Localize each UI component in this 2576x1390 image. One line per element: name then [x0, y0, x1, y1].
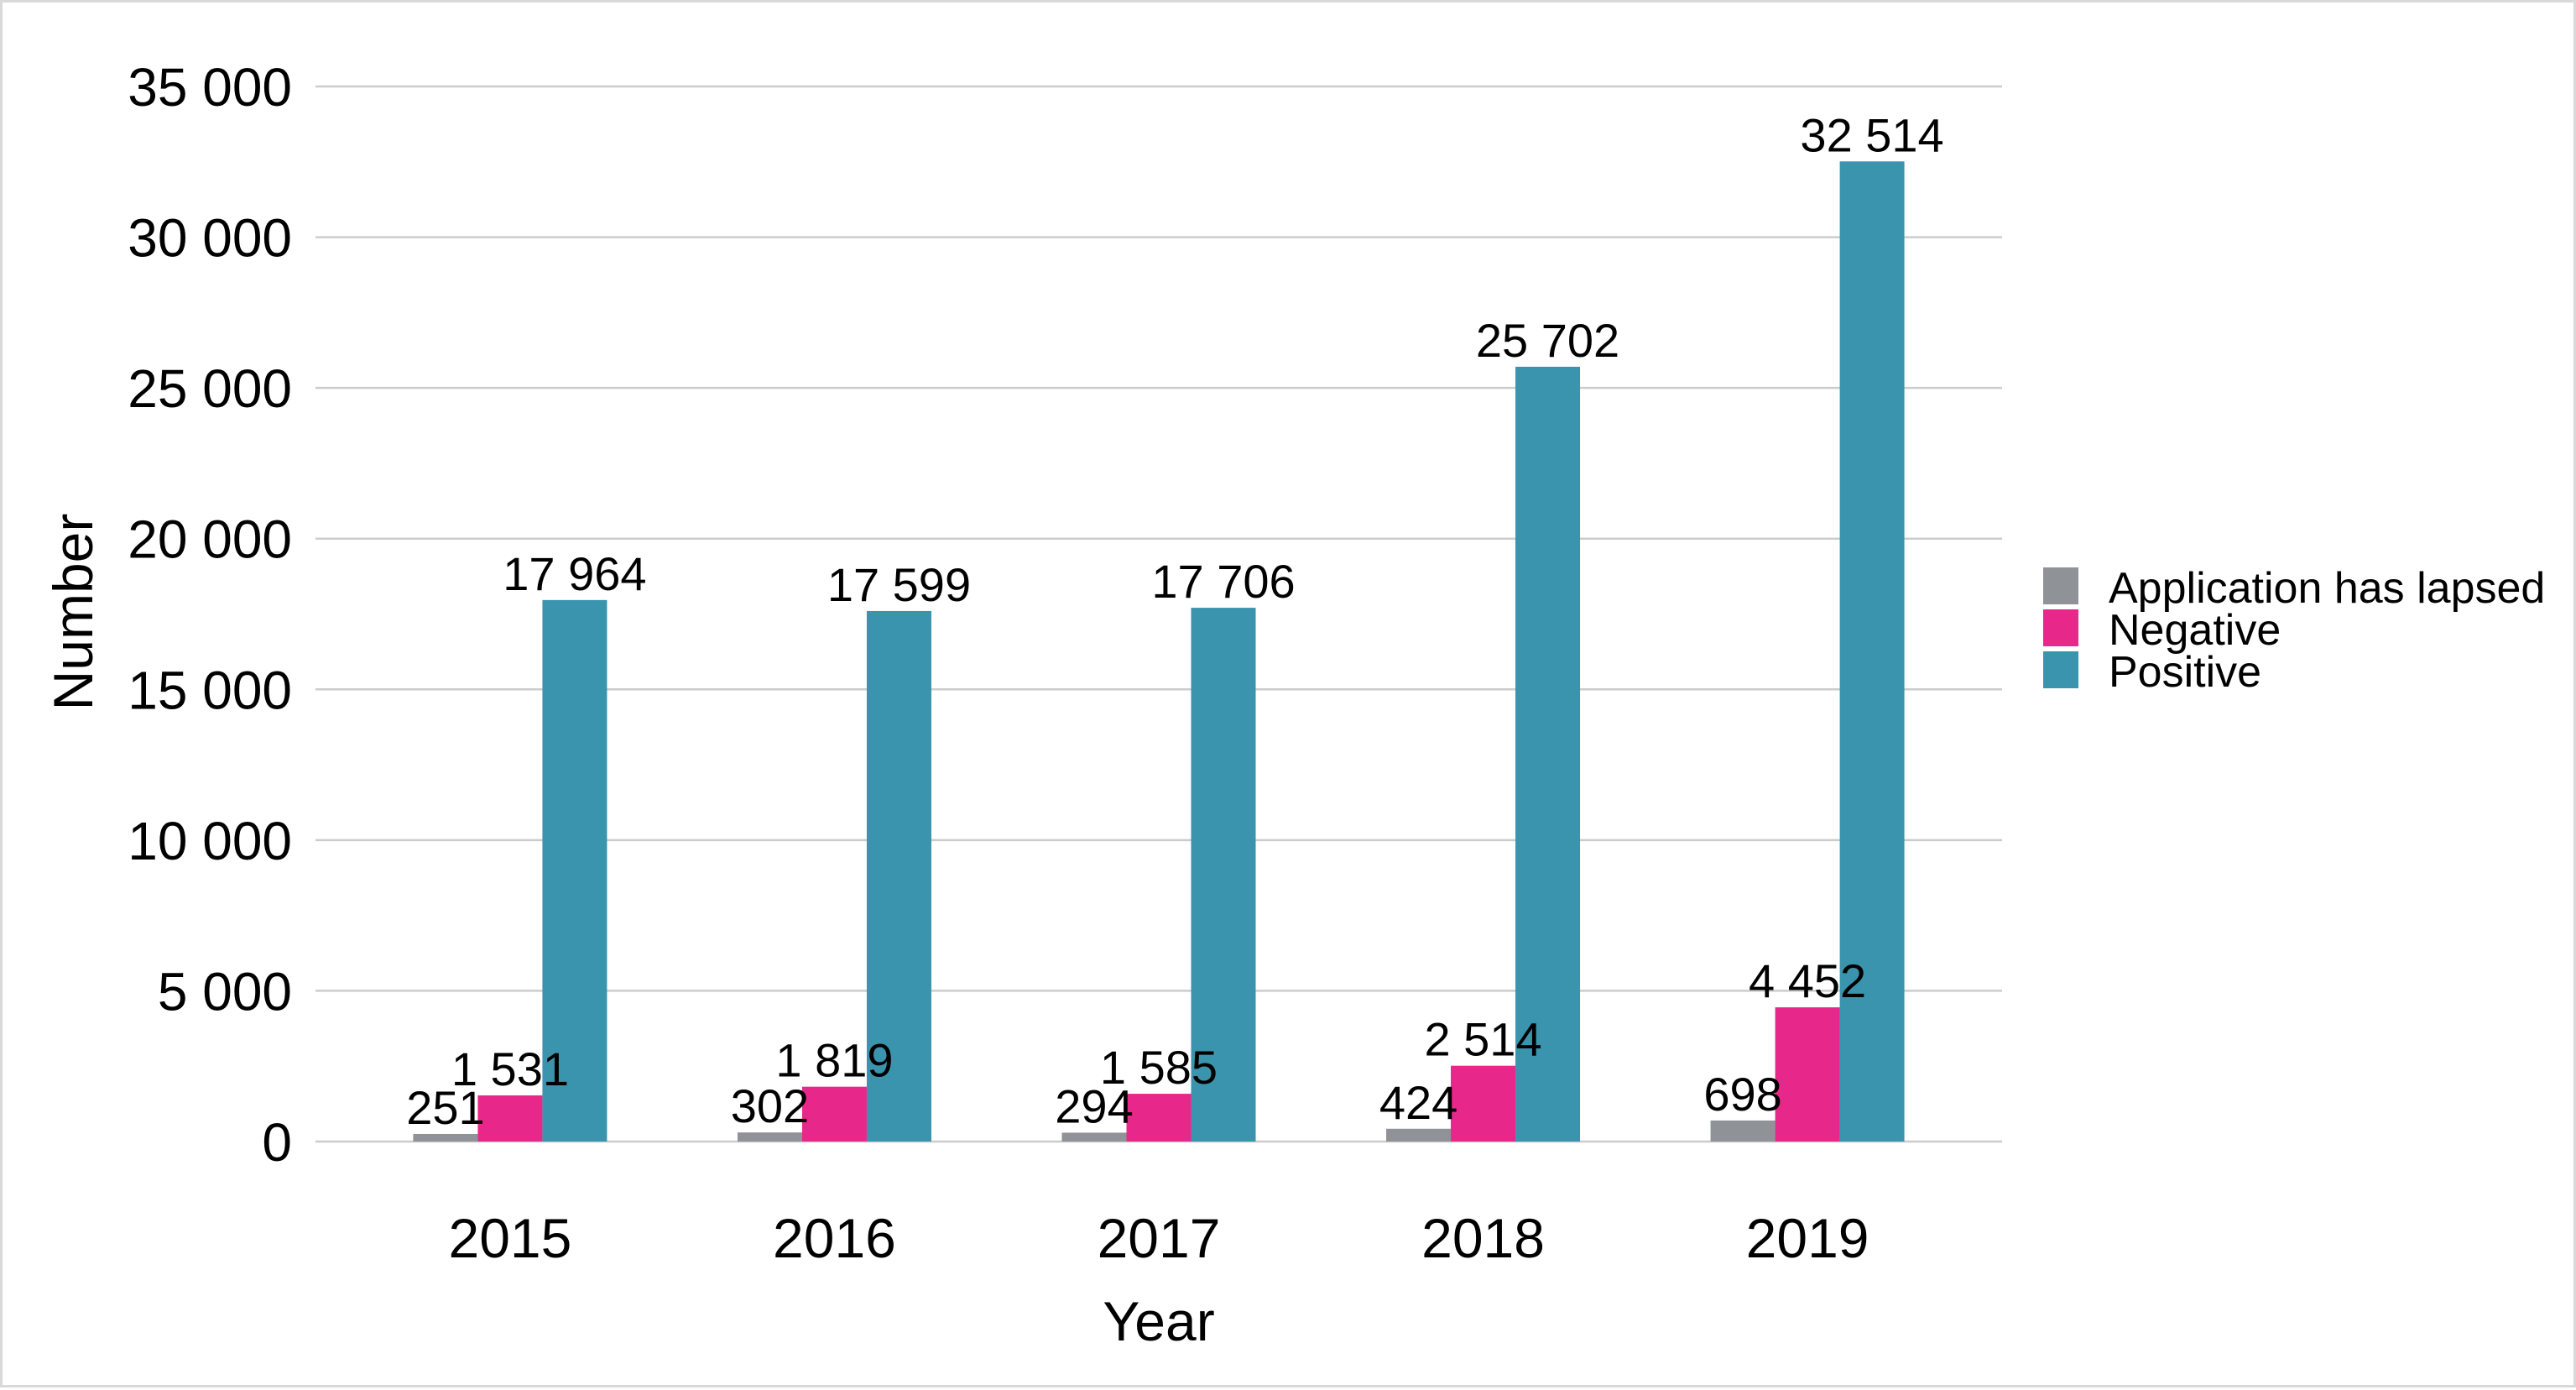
legend-item: Application has lapsed	[2043, 564, 2545, 613]
bar-application-has-lapsed	[1710, 1120, 1776, 1142]
legend-item: Positive	[2043, 648, 2261, 697]
y-tick-label: 0	[262, 1112, 292, 1173]
bar-negative	[1451, 1065, 1516, 1142]
bar-negative	[801, 1086, 867, 1142]
data-label: 2 514	[1424, 1013, 1541, 1066]
bar-positive	[1191, 608, 1256, 1142]
bar-positive	[1515, 366, 1581, 1142]
data-label: 17 599	[827, 558, 971, 611]
data-label: 1 585	[1100, 1041, 1218, 1094]
data-label: 4 452	[1749, 954, 1866, 1007]
bar-negative	[1126, 1094, 1192, 1142]
legend-swatch	[2043, 567, 2078, 604]
data-label: 32 514	[1800, 108, 1943, 161]
y-tick-label: 10 000	[128, 811, 292, 871]
x-tick-label: 2018	[1421, 1207, 1545, 1269]
legend-label: Application has lapsed	[2109, 564, 2545, 613]
x-tick-label: 2015	[449, 1207, 572, 1269]
data-label: 294	[1055, 1079, 1133, 1132]
y-axis-title: Number	[42, 514, 104, 711]
bars	[413, 161, 1905, 1142]
bar-application-has-lapsed	[1386, 1128, 1452, 1142]
bar-application-has-lapsed	[1061, 1132, 1127, 1142]
data-label: 302	[731, 1079, 809, 1132]
y-tick-label: 5 000	[158, 961, 292, 1022]
data-label: 17 964	[503, 547, 646, 600]
data-labels: 251 302 294 424 698 1 531 1 819 1 585 2 514 4 452…	[406, 108, 1944, 1134]
bar-positive	[542, 599, 607, 1142]
data-label: 25 702	[1476, 314, 1619, 367]
data-label: 1 819	[775, 1034, 893, 1087]
legend-label: Positive	[2109, 648, 2261, 697]
x-axis-ticks: 2015 2016 2017 2018 2019	[449, 1207, 1869, 1269]
y-tick-label: 25 000	[128, 358, 292, 419]
data-label: 424	[1379, 1076, 1457, 1129]
bar-application-has-lapsed	[413, 1133, 478, 1142]
data-label: 698	[1703, 1068, 1781, 1121]
x-tick-label: 2017	[1098, 1207, 1221, 1269]
y-tick-label: 15 000	[128, 660, 292, 720]
bar-positive	[866, 610, 931, 1142]
bar-negative	[477, 1095, 543, 1142]
legend-item: Negative	[2043, 606, 2281, 655]
y-tick-label: 30 000	[128, 208, 292, 269]
y-tick-label: 20 000	[128, 509, 292, 570]
bar-positive	[1839, 161, 1905, 1142]
x-axis-title: Year	[1103, 1290, 1214, 1352]
bar-application-has-lapsed	[737, 1132, 802, 1142]
data-label: 251	[406, 1081, 484, 1134]
bar-negative	[1775, 1007, 1840, 1142]
bar-chart: 0 5 000 10 000 15 000 20 000 25 000 30 000 35 0…	[42, 57, 2545, 1352]
legend-swatch	[2043, 651, 2078, 688]
y-axis-ticks: 0 5 000 10 000 15 000 20 000 25 000 30 000 35 0…	[128, 57, 292, 1173]
legend-swatch	[2043, 609, 2078, 646]
data-label: 1 531	[451, 1042, 569, 1095]
y-tick-label: 35 000	[128, 57, 292, 118]
data-label: 17 706	[1151, 555, 1295, 608]
x-tick-label: 2019	[1746, 1207, 1869, 1269]
legend-label: Negative	[2109, 606, 2281, 655]
x-tick-label: 2016	[773, 1207, 896, 1269]
